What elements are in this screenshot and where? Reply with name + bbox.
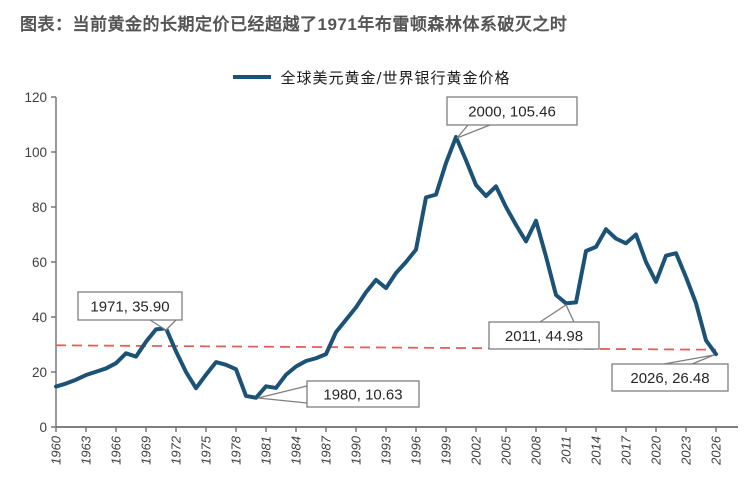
x-tick-label: 1972 xyxy=(169,435,184,465)
x-tick-label: 1990 xyxy=(349,435,364,465)
callout-label-1971: 1971, 35.90 xyxy=(90,299,169,316)
callout-leader-2000 xyxy=(456,124,491,139)
callout-box-2026 xyxy=(611,363,729,392)
chart-legend: 全球美元黄金/世界银行黄金价格 xyxy=(0,66,744,88)
y-tick-label: 20 xyxy=(32,365,47,380)
y-tick-label: 0 xyxy=(39,420,47,435)
x-tick-label: 2002 xyxy=(469,435,484,466)
x-tick-label: 1960 xyxy=(49,435,64,465)
x-tick-label: 2011 xyxy=(559,436,574,465)
reference-dashed-line xyxy=(55,344,717,351)
callout-label-2011: 2011, 44.98 xyxy=(505,328,583,345)
callout-leader-1971 xyxy=(149,319,177,331)
x-tick-label: 1966 xyxy=(109,435,124,465)
x-tick-label: 1996 xyxy=(409,435,424,465)
legend-series-label: 全球美元黄金/世界银行黄金价格 xyxy=(280,68,511,87)
callout-leader-2011 xyxy=(539,304,575,323)
series-line xyxy=(54,134,718,400)
x-tick-label: 1981 xyxy=(259,436,274,465)
x-tick-label: 1999 xyxy=(439,436,454,465)
callout-label-1980: 1980, 10.63 xyxy=(323,387,402,404)
callout-leader-2026 xyxy=(663,354,715,365)
callout-box-1971 xyxy=(77,291,183,321)
x-tick-label: 2014 xyxy=(589,436,604,466)
callout-leader-1980 xyxy=(257,385,308,404)
callout-label-2000: 2000, 105.46 xyxy=(468,104,556,121)
callout-box-2011 xyxy=(488,321,600,350)
callout-box-2000 xyxy=(446,96,578,126)
x-tick-label: 1963 xyxy=(79,435,94,465)
x-tick-label: 1978 xyxy=(229,435,244,465)
y-tick-label: 80 xyxy=(32,200,47,215)
y-tick-label: 120 xyxy=(24,90,47,105)
legend-line-icon xyxy=(233,75,272,79)
x-tick-label: 1984 xyxy=(289,436,304,465)
callout-label-2026: 2026, 26.48 xyxy=(630,370,709,387)
x-tick-label: 2017 xyxy=(619,435,634,466)
y-tick-label: 100 xyxy=(24,145,47,160)
y-tick-label: 40 xyxy=(32,310,47,325)
page-title: 图表：当前黄金的长期定价已经超越了1971年布雷顿森林体系破灭之时 xyxy=(20,15,568,34)
x-tick-label: 2005 xyxy=(499,435,514,466)
x-tick-label: 2008 xyxy=(529,435,544,466)
callout-box-1980 xyxy=(306,380,420,408)
x-tick-label: 1993 xyxy=(379,435,394,465)
x-tick-label: 1987 xyxy=(319,435,334,465)
x-tick-label: 2020 xyxy=(649,435,664,466)
x-tick-label: 2026 xyxy=(709,435,724,466)
y-tick-label: 60 xyxy=(32,255,47,270)
x-tick-label: 1969 xyxy=(139,436,154,465)
x-tick-label: 2023 xyxy=(679,435,694,466)
x-tick-label: 1975 xyxy=(199,435,214,465)
